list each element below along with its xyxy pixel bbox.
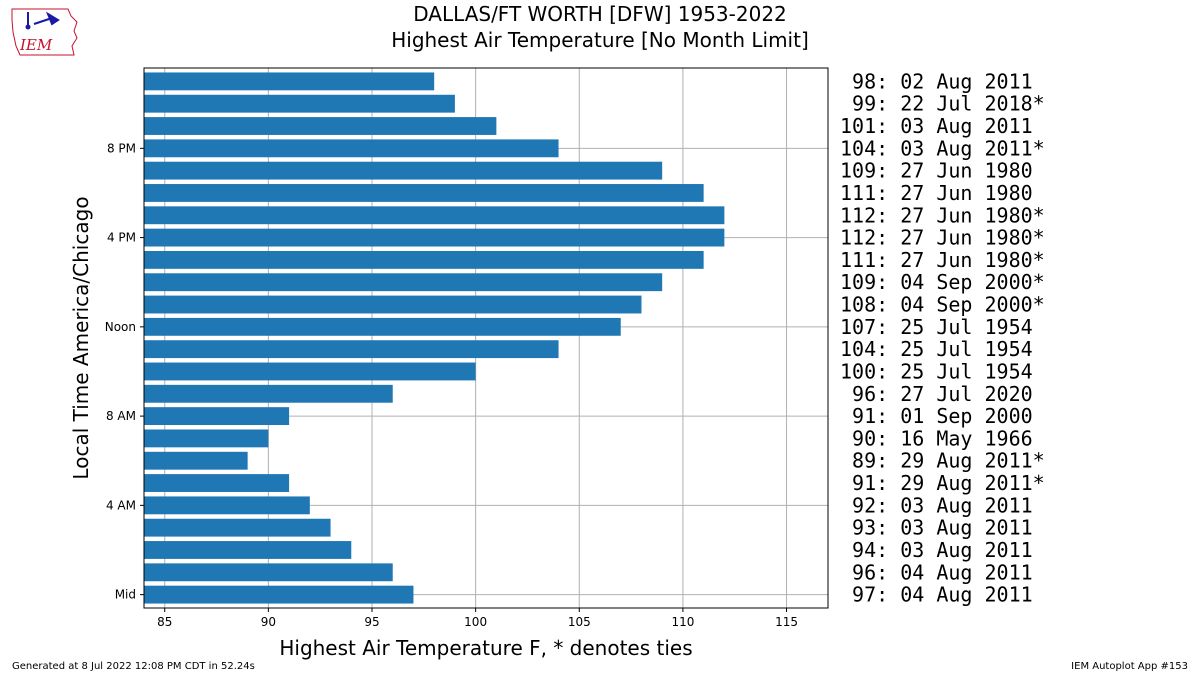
bar (144, 161, 663, 180)
annotation-label: 104: 25 Jul 1954 (840, 337, 1033, 361)
chart-title: DALLAS/FT WORTH [DFW] 1953-2022 (413, 2, 787, 26)
bar (144, 94, 455, 113)
bar (144, 451, 248, 470)
annotation-label: 108: 04 Sep 2000* (840, 293, 1045, 317)
x-tick-label: 110 (671, 615, 694, 629)
annotation-label: 92: 03 Aug 2011 (840, 493, 1033, 517)
bar (144, 563, 393, 582)
bar (144, 362, 476, 381)
annotation-label: 109: 27 Jun 1980 (840, 159, 1033, 183)
bar (144, 317, 621, 336)
annotation-label: 112: 27 Jun 1980* (840, 203, 1045, 227)
x-axis-ticks: 85 90 95 100 105 110 115 (157, 608, 798, 629)
bar (144, 228, 725, 247)
x-tick-label: 95 (364, 615, 379, 629)
bar (144, 474, 290, 492)
bar (144, 429, 269, 448)
y-tick-label: Noon (105, 320, 136, 334)
y-axis-label: Local Time America/Chicago (69, 196, 93, 479)
y-axis-ticks: Mid 4 AM 8 AM Noon 4 PM 8 PM (105, 141, 144, 602)
annotation-label: 96: 04 Aug 2011 (840, 560, 1033, 584)
wind-barb-icon (33, 11, 60, 26)
bar (144, 250, 704, 269)
annotation-label: 98: 02 Aug 2011 (840, 69, 1033, 93)
bar (144, 184, 704, 202)
bar (144, 496, 310, 515)
annotation-label: 109: 04 Sep 2000* (840, 270, 1045, 294)
bar (144, 273, 663, 292)
plot-frame (143, 67, 829, 609)
bar (144, 518, 331, 537)
weather-vane-dot-icon (25, 24, 31, 30)
y-tick-label: 4 PM (107, 231, 136, 245)
bar (144, 407, 290, 426)
annotation-label: 96: 27 Jul 2020 (840, 382, 1033, 406)
x-tick-label: 85 (157, 615, 172, 629)
footer-app-id: IEM Autoplot App #153 (1071, 661, 1188, 672)
annotation-label: 94: 03 Aug 2011 (840, 538, 1033, 562)
bar (144, 384, 393, 403)
annotation-label: 107: 25 Jul 1954 (840, 315, 1033, 339)
y-tick-label: Mid (115, 588, 136, 602)
bar (144, 117, 497, 135)
chart-subtitle: Highest Air Temperature [No Month Limit] (391, 28, 809, 52)
value-annotations: 97: 04 Aug 2011 96: 04 Aug 2011 94: 03 A… (840, 69, 1045, 606)
annotation-label: 111: 27 Jun 1980 (840, 181, 1033, 205)
annotation-label: 112: 27 Jun 1980* (840, 226, 1045, 250)
annotation-label: 101: 03 Aug 2011 (840, 114, 1033, 138)
annotation-label: 104: 03 Aug 2011* (840, 136, 1045, 160)
plot-area: 85 90 95 100 105 110 115 Mid 4 AM 8 AM Noon 4 PM 8 … (105, 67, 829, 629)
x-tick-label: 100 (464, 615, 487, 629)
annotation-label: 99: 22 Jul 2018* (840, 92, 1045, 116)
bar (144, 72, 435, 91)
annotation-label: 93: 03 Aug 2011 (840, 516, 1033, 540)
x-tick-label: 90 (261, 615, 276, 629)
bar (144, 206, 725, 225)
annotation-label: 89: 29 Aug 2011* (840, 449, 1045, 473)
bar (144, 295, 642, 314)
annotation-label: 111: 27 Jun 1980* (840, 248, 1045, 272)
y-tick-label: 8 PM (107, 141, 136, 155)
footer-generated: Generated at 8 Jul 2022 12:08 PM CDT in … (12, 661, 255, 672)
x-axis-label: Highest Air Temperature F, * denotes tie… (279, 636, 692, 660)
y-tick-label: 8 AM (106, 409, 136, 423)
bar (144, 585, 414, 604)
annotation-label: 100: 25 Jul 1954 (840, 359, 1033, 383)
bar (144, 340, 559, 359)
y-tick-label: 4 AM (106, 498, 136, 512)
x-tick-label: 105 (568, 615, 591, 629)
annotation-label: 91: 01 Sep 2000 (840, 404, 1033, 428)
annotation-label: 97: 04 Aug 2011 (840, 583, 1033, 607)
bar (144, 139, 559, 158)
x-tick-label: 115 (775, 615, 798, 629)
bars (144, 72, 725, 604)
annotation-label: 90: 16 May 1966 (840, 426, 1033, 450)
bar (144, 541, 352, 559)
logo-text: IEM (19, 36, 53, 54)
annotation-label: 91: 29 Aug 2011* (840, 471, 1045, 495)
iem-logo: IEM (11, 8, 78, 56)
